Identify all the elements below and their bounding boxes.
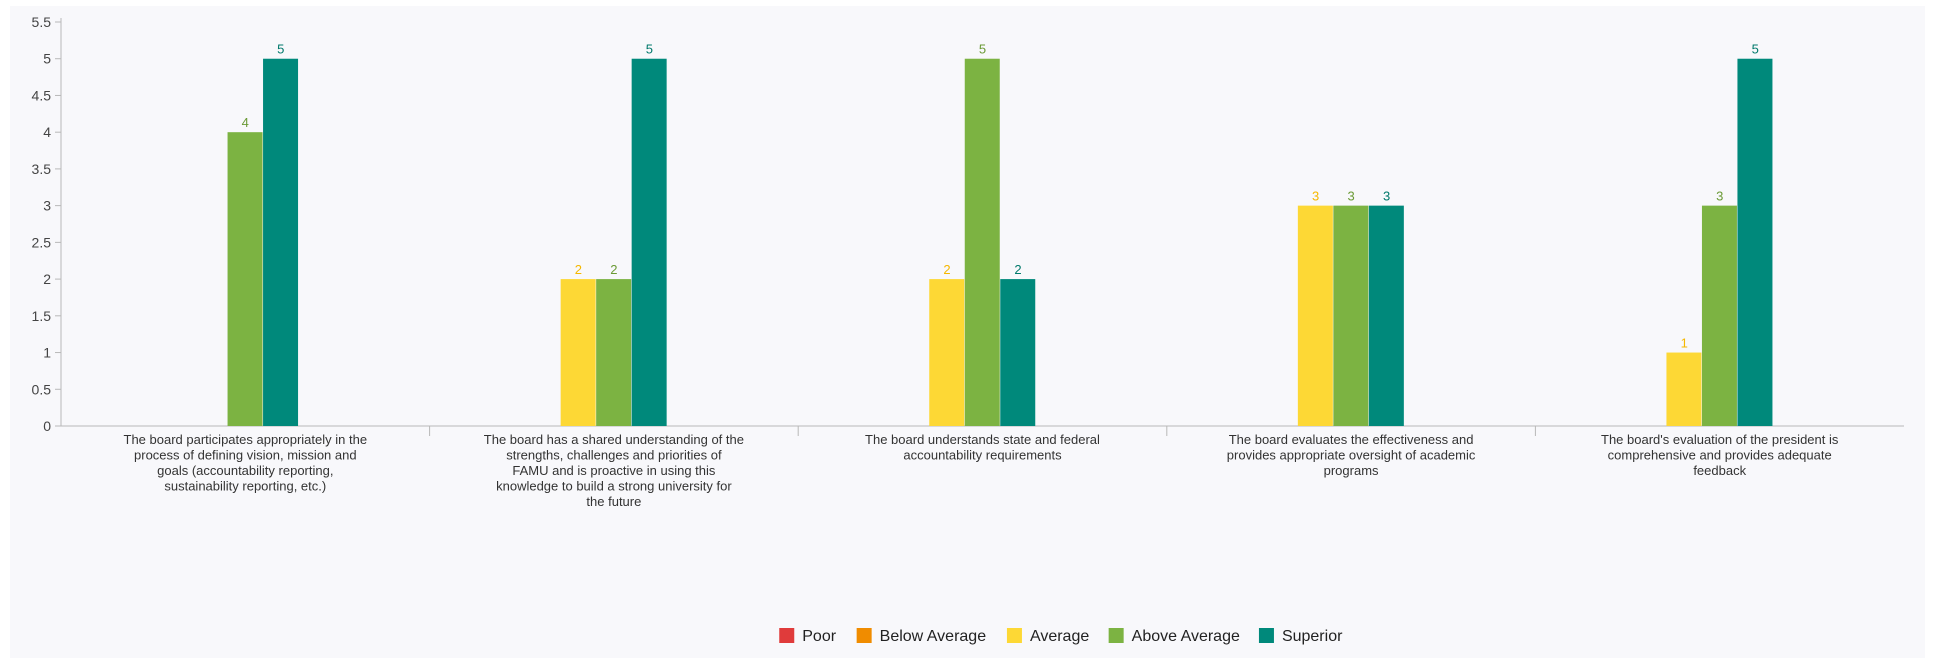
y-tick-label: 1.5 [32,308,52,324]
data-label: 3 [1312,189,1319,204]
bar-above-average[interactable] [1701,205,1737,426]
legend-label: Above Average [1132,628,1240,645]
legend-item-below-average[interactable]: Below Average [856,628,987,645]
bar-superior[interactable] [1000,279,1036,426]
data-label: 5 [979,42,986,57]
y-tick-label: 5 [43,51,51,67]
legend-item-average[interactable]: Average [1006,628,1089,645]
legend-swatch [1006,628,1022,643]
bar-superior[interactable] [263,58,299,427]
legend-label: Poor [802,628,836,645]
y-tick-label: 2 [43,271,51,287]
bar-average[interactable] [1297,205,1333,426]
x-category-label: The board participates appropriately in … [124,432,368,494]
legend-item-above-average[interactable]: Above Average [1108,628,1240,645]
legend-item-poor[interactable]: Poor [779,628,837,645]
y-tick-label: 0.5 [32,381,52,397]
bar-above-average[interactable] [596,279,632,426]
legend: Poor Below Average Average Above Average Sup… [779,628,1343,645]
data-label: 4 [242,115,249,130]
data-label: 5 [1752,42,1759,57]
bar-superior[interactable] [631,58,667,427]
data-label: 2 [575,262,582,277]
legend-swatch [1258,628,1274,643]
y-tick-label: 3.5 [32,161,52,177]
x-category-label: The board has a shared understanding of … [484,432,744,509]
bar-average[interactable] [1666,352,1702,426]
legend-label: Superior [1282,628,1343,645]
y-tick-label: 5.5 [32,14,52,30]
legend-swatch [1108,628,1124,643]
data-label: 3 [1383,189,1390,204]
legend-swatch [779,628,795,643]
x-category-label: The board evaluates the effectiveness an… [1227,432,1476,478]
data-label: 5 [277,42,284,57]
legend-label: Below Average [880,628,987,645]
bar-superior[interactable] [1368,205,1404,426]
data-label: 2 [1014,262,1021,277]
y-tick-label: 2.5 [32,234,52,250]
axes: 0 0.5 1 1.5 2 2.5 3 3.5 4 4.5 5 5.5 [32,14,1904,436]
bar-superior[interactable] [1737,58,1773,427]
bar-above-average[interactable] [227,132,263,426]
data-label: 2 [943,262,950,277]
bar-average[interactable] [560,279,596,426]
x-category-label: The board's evaluation of the president … [1601,432,1839,478]
legend-swatch [856,628,872,643]
data-label: 2 [610,262,617,277]
y-tick-label: 4.5 [32,87,52,103]
y-tick-label: 1 [43,345,51,361]
legend-label: Average [1030,628,1089,645]
bar-above-average[interactable] [1333,205,1369,426]
data-label: 1 [1681,336,1688,351]
x-category-label: The board understands state and federal a… [865,432,1100,463]
legend-item-superior[interactable]: Superior [1258,628,1343,645]
bars [227,58,1773,427]
data-label: 3 [1716,189,1723,204]
category-labels: The board participates appropriately in … [124,432,1839,509]
y-tick-label: 0 [43,418,51,434]
bar-above-average[interactable] [964,58,1000,427]
data-labels: 4 5 2 2 5 2 5 2 3 3 3 1 3 5 [242,42,1759,351]
y-tick-label: 4 [43,124,51,140]
data-label: 3 [1347,189,1354,204]
y-tick-label: 3 [43,198,51,214]
data-label: 5 [646,42,653,57]
bar-average[interactable] [929,279,965,426]
